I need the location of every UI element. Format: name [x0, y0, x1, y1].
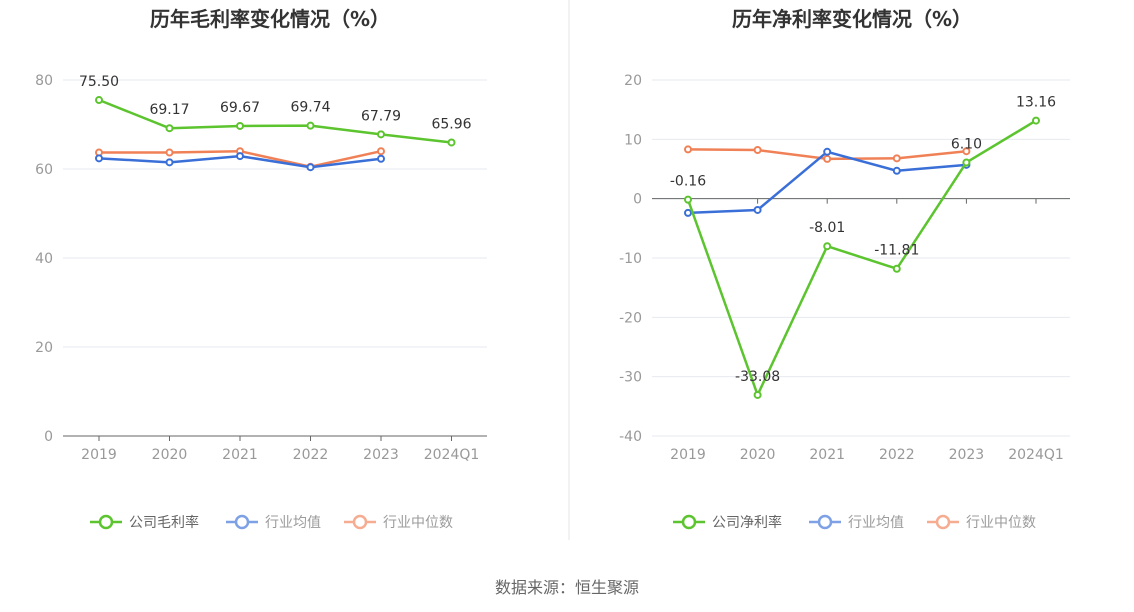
x-tick-label: 2021	[222, 447, 258, 463]
y-tick-label: 20	[35, 340, 53, 356]
data-point-company	[684, 195, 692, 204]
y-tick-label: 10	[624, 132, 642, 148]
legend-marker-icon	[234, 514, 250, 530]
series-line-company	[98, 98, 452, 144]
y-tick-label: -30	[619, 370, 642, 386]
data-point-industry_median	[753, 146, 762, 155]
data-point-company	[236, 121, 244, 130]
data-source-text: 数据来源：恒生聚源	[494, 578, 639, 597]
legend-industry-median: 行业中位数	[927, 514, 1036, 531]
x-tick-label: 2019	[670, 447, 706, 463]
x-tick-label: 2021	[809, 447, 845, 463]
x-tick-label: 2022	[879, 447, 915, 463]
data-label: 6.10	[951, 136, 982, 152]
x-tick-label: 2022	[293, 447, 329, 463]
y-tick-label: 20	[624, 73, 642, 89]
data-label: -8.01	[809, 220, 845, 236]
y-tick-label: -10	[619, 251, 642, 267]
data-point-company	[962, 158, 971, 167]
data-point-industry_avg	[377, 154, 385, 163]
x-tick-label: 2019	[81, 447, 117, 463]
data-point-industry_median	[892, 154, 901, 163]
legend-label: 行业均值	[265, 515, 321, 531]
legend-company: 公司净利率	[673, 514, 782, 531]
legend-industry-avg: 行业均值	[809, 514, 904, 531]
data-label: 69.67	[220, 100, 260, 116]
chart-title: 历年毛利率变化情况（%）	[150, 7, 390, 31]
chart-title: 历年净利率变化情况（%）	[732, 7, 972, 31]
legend-marker-icon	[935, 514, 951, 530]
data-label: 65.96	[431, 116, 471, 132]
legend-marker-icon	[681, 514, 697, 530]
legend-label: 行业中位数	[966, 515, 1036, 531]
x-tick-label: 2024Q1	[1008, 447, 1064, 463]
data-label: -0.16	[670, 174, 706, 190]
x-tick-label: 2020	[740, 447, 776, 463]
y-tick-label: 40	[35, 251, 53, 267]
data-point-industry_median	[377, 147, 385, 156]
data-point-company	[823, 242, 832, 251]
data-point-industry_median	[823, 154, 832, 163]
y-tick-label: -20	[619, 310, 642, 326]
data-label: 13.16	[1016, 95, 1056, 111]
data-point-company	[95, 96, 103, 105]
y-tick-label: 80	[35, 73, 53, 89]
data-point-company	[753, 390, 762, 399]
legend-marker-icon	[98, 514, 114, 530]
data-point-company	[377, 130, 385, 139]
data-point-industry_avg	[753, 205, 762, 214]
legend-marker-icon	[352, 514, 368, 530]
gross-margin-chart: 历年毛利率变化情况（%） 0 20 40 60 80 2019 2020 2021 2022 202…	[35, 7, 487, 531]
data-point-industry_avg	[823, 147, 832, 156]
legend-industry-avg: 行业均值	[226, 514, 321, 531]
legend-label: 公司净利率	[712, 514, 782, 531]
data-point-industry_avg	[684, 208, 692, 217]
legend-company: 公司毛利率	[90, 514, 199, 531]
y-tick-label: 60	[35, 162, 53, 178]
x-tick-label: 2023	[363, 447, 399, 463]
series-line-company	[686, 119, 1037, 397]
x-tick-label: 2023	[949, 447, 985, 463]
data-point-industry_median	[684, 145, 692, 154]
data-point-company	[447, 138, 456, 147]
data-point-industry_avg	[892, 166, 901, 175]
x-tick-label: 2020	[152, 447, 188, 463]
data-point-company	[306, 121, 315, 130]
data-label: 67.79	[361, 108, 401, 124]
data-point-industry_avg	[306, 163, 315, 172]
data-label: 69.17	[149, 102, 189, 118]
net-margin-chart: 历年净利率变化情况（%） -40 -30 -20 -10 0 10 20 2019 2020 202…	[619, 7, 1070, 531]
data-label: -11.81	[874, 243, 919, 259]
data-point-industry_median	[165, 148, 174, 157]
legend-label: 行业均值	[848, 515, 904, 531]
y-tick-label: 0	[44, 429, 53, 445]
data-point-industry_avg	[236, 152, 244, 161]
legend-industry-median: 行业中位数	[344, 514, 453, 531]
data-point-company	[1032, 116, 1040, 125]
data-label: 69.74	[290, 100, 330, 116]
data-label: -33.08	[735, 369, 780, 385]
x-tick-label: 2024Q1	[424, 447, 480, 463]
legend-label: 行业中位数	[383, 515, 453, 531]
data-point-industry_median	[962, 147, 971, 156]
legend-marker-icon	[817, 514, 833, 530]
data-point-company	[892, 264, 901, 273]
data-point-industry_avg	[95, 154, 103, 163]
legend-label: 公司毛利率	[129, 514, 199, 531]
y-tick-label: 0	[633, 192, 642, 208]
data-point-industry_avg	[165, 158, 174, 167]
data-label: 75.50	[79, 74, 119, 90]
y-tick-label: -40	[619, 429, 642, 445]
data-point-company	[165, 124, 174, 133]
